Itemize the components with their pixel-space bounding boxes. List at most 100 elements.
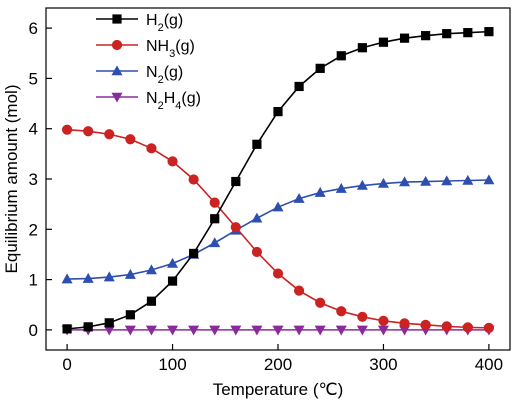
data-point bbox=[462, 174, 474, 185]
data-point bbox=[231, 176, 241, 187]
data-point bbox=[104, 318, 114, 328]
y-tick-label: 4 bbox=[29, 120, 38, 139]
data-point bbox=[83, 322, 93, 332]
data-point bbox=[336, 51, 346, 61]
data-point bbox=[209, 325, 221, 336]
data-point bbox=[483, 174, 495, 185]
data-point bbox=[335, 325, 347, 336]
legend-label: N2H4(g) bbox=[146, 90, 201, 112]
data-point bbox=[252, 139, 262, 149]
axes: 0 100 200 300 400 0 1 2 3 4 5 6 bbox=[29, 7, 511, 374]
data-point bbox=[399, 318, 410, 329]
data-point bbox=[377, 177, 389, 188]
y-tick-label: 5 bbox=[29, 69, 38, 88]
data-point bbox=[377, 325, 389, 336]
data-point bbox=[167, 276, 178, 286]
x-tick-label: 0 bbox=[62, 355, 71, 374]
y-tick-label: 6 bbox=[29, 19, 38, 38]
data-point bbox=[462, 322, 473, 333]
data-point bbox=[209, 197, 220, 208]
data-point bbox=[273, 107, 283, 117]
legend-marker bbox=[111, 65, 123, 76]
data-point bbox=[251, 325, 263, 336]
data-point bbox=[314, 186, 326, 197]
series-line bbox=[67, 128, 489, 329]
series-layer bbox=[61, 27, 495, 336]
data-point bbox=[294, 81, 304, 92]
data-point bbox=[188, 325, 200, 336]
data-point bbox=[336, 306, 347, 317]
data-point bbox=[315, 63, 325, 73]
data-point bbox=[62, 324, 72, 334]
y-tick-label: 1 bbox=[29, 271, 38, 290]
data-point bbox=[209, 237, 221, 248]
data-point bbox=[272, 268, 284, 279]
y-tick-label: 2 bbox=[29, 220, 38, 239]
legend: H2(g) NH3(g) N2(g) N2H4(g) bbox=[96, 12, 201, 112]
legend-marker bbox=[112, 14, 122, 24]
data-point bbox=[378, 315, 389, 326]
data-point bbox=[399, 33, 410, 43]
data-point bbox=[420, 319, 431, 330]
legend-item: NH3(g) bbox=[96, 38, 195, 60]
plot-frame bbox=[45, 7, 511, 351]
legend-label: H2(g) bbox=[146, 12, 183, 34]
data-point bbox=[124, 268, 136, 279]
y-tick-label: 3 bbox=[29, 170, 38, 189]
data-point bbox=[145, 264, 157, 275]
data-point bbox=[230, 325, 242, 336]
data-point bbox=[167, 156, 178, 167]
data-point bbox=[293, 325, 305, 336]
data-point bbox=[421, 31, 431, 41]
data-point bbox=[167, 325, 179, 336]
data-point bbox=[399, 176, 411, 187]
data-point bbox=[251, 246, 263, 258]
x-tick-label: 400 bbox=[475, 355, 503, 374]
data-point bbox=[442, 29, 452, 39]
data-point bbox=[83, 126, 94, 137]
data-point bbox=[167, 257, 179, 268]
data-point bbox=[251, 212, 263, 223]
data-point bbox=[293, 192, 305, 203]
data-point bbox=[484, 27, 494, 37]
legend-label: NH3(g) bbox=[146, 38, 195, 60]
y-axis-title: Equilibrium amount (mol) bbox=[2, 85, 21, 274]
data-point bbox=[357, 43, 367, 53]
data-point bbox=[357, 311, 368, 322]
legend-marker bbox=[111, 39, 123, 51]
data-point bbox=[272, 325, 284, 336]
data-point bbox=[230, 222, 241, 233]
legend-label: N2(g) bbox=[146, 64, 183, 86]
data-point bbox=[441, 175, 453, 186]
data-point bbox=[61, 273, 73, 284]
data-point bbox=[125, 310, 135, 320]
data-point bbox=[378, 37, 389, 47]
data-point bbox=[124, 325, 136, 336]
y-tick-label: 0 bbox=[29, 321, 38, 340]
data-point bbox=[356, 325, 368, 336]
series-nh3g bbox=[61, 124, 495, 333]
x-tick-label: 200 bbox=[264, 355, 292, 374]
data-point bbox=[293, 285, 305, 296]
legend-item: N2(g) bbox=[96, 64, 183, 86]
x-axis-title: Temperature (℃) bbox=[213, 380, 344, 399]
data-point bbox=[146, 296, 157, 306]
data-point bbox=[125, 134, 136, 145]
x-tick-label: 300 bbox=[369, 355, 397, 374]
data-point bbox=[82, 272, 94, 283]
data-point bbox=[483, 322, 495, 333]
legend-marker bbox=[111, 92, 123, 103]
legend-item: N2H4(g) bbox=[96, 90, 201, 112]
data-point bbox=[61, 124, 73, 135]
data-point bbox=[272, 201, 284, 212]
data-point bbox=[420, 175, 432, 186]
data-point bbox=[146, 143, 157, 154]
data-point bbox=[145, 325, 157, 336]
data-point bbox=[188, 174, 199, 185]
data-point bbox=[441, 321, 452, 332]
data-point bbox=[463, 28, 473, 38]
data-point bbox=[103, 271, 115, 282]
legend-item: H2(g) bbox=[96, 12, 183, 34]
series-n2g bbox=[61, 174, 495, 284]
